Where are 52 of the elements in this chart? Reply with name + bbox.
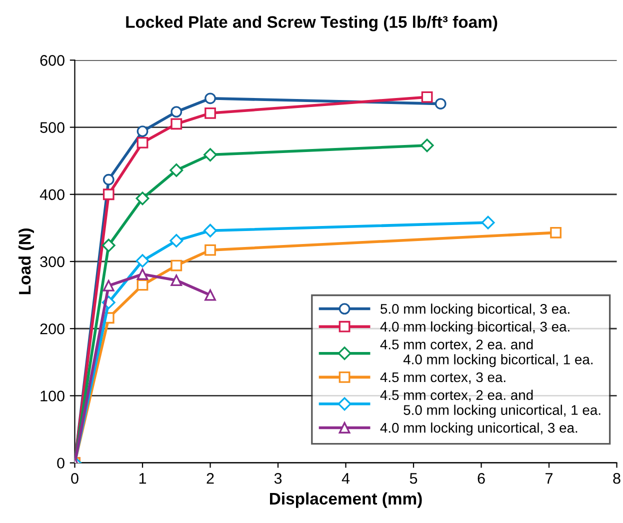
x-tick-label: 7	[546, 473, 552, 484]
point	[170, 118, 182, 130]
point	[420, 138, 434, 152]
point	[434, 98, 446, 110]
point	[102, 280, 114, 292]
point	[102, 188, 114, 200]
point	[170, 106, 182, 118]
x-axis-title: Displacement (mm)	[270, 492, 422, 508]
point	[136, 137, 148, 148]
legend-label: 4.0 mm locking unicortical, 3 ea.	[380, 422, 578, 436]
point	[136, 192, 150, 206]
y-tick-label: 0	[57, 458, 64, 469]
point	[204, 92, 216, 104]
legend-label: 4.5 mm cortex, 2 ea. and 4.0 mm locking bicortical, 1 ea.	[380, 339, 593, 368]
point	[170, 163, 184, 177]
point	[170, 260, 182, 272]
x-tick-label: 2	[206, 472, 214, 484]
x-tick-label: 1	[139, 473, 146, 484]
point	[136, 254, 150, 268]
point	[136, 279, 148, 291]
legend-label: 4.5 mm cortex, 3 ea.	[380, 372, 506, 384]
x-tick-label: 5	[410, 473, 418, 484]
y-tick-label: 600	[40, 55, 64, 66]
y-tick-label: 300	[40, 256, 64, 268]
legend-label: 5.0 mm locking bicortical, 3 ea.	[380, 304, 570, 317]
x-tick-label: 6	[478, 472, 485, 484]
point	[102, 174, 114, 186]
y-tick-label: 100	[40, 390, 64, 402]
point	[136, 268, 148, 280]
x-tick-label: 4	[342, 473, 350, 484]
point	[550, 226, 562, 238]
chart-title: Locked Plate and Screw Testing (15 lb/ft³ foam)	[126, 16, 498, 32]
point	[204, 289, 216, 301]
x-tick-label: 0	[71, 472, 78, 484]
y-axis-title: Load (N)	[18, 228, 34, 294]
point	[204, 244, 216, 256]
x-tick-label: 3	[274, 472, 282, 484]
y-tick-label: 200	[40, 323, 64, 334]
x-tick-label: 8	[613, 472, 620, 484]
point	[136, 126, 148, 137]
point	[102, 238, 116, 252]
y-tick-label: 400	[40, 189, 64, 200]
legend-label: 4.5 mm cortex, 2 ea. and 5.0 mm locking unicortical, 1 ea.	[380, 390, 600, 418]
point	[204, 224, 217, 238]
point	[170, 234, 184, 248]
point	[204, 107, 216, 119]
point	[170, 274, 182, 286]
point	[421, 91, 433, 103]
point	[481, 216, 495, 230]
point	[204, 148, 217, 162]
legend-label: 4.0 mm locking bicortical, 3 ea.	[380, 321, 570, 334]
y-tick-label: 500	[40, 122, 64, 133]
